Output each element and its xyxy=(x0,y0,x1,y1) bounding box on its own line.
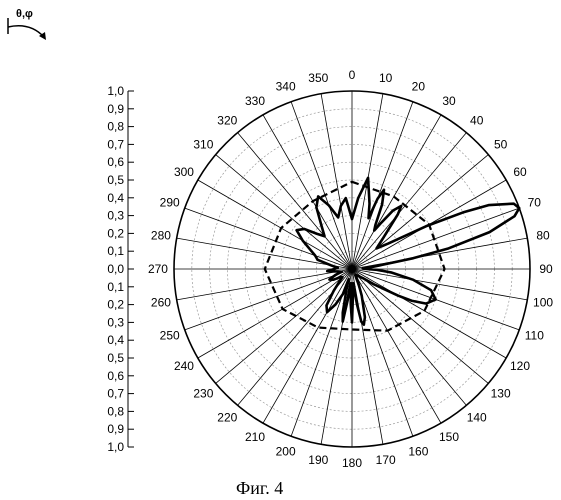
angle-tick-label: 160 xyxy=(408,444,428,458)
scale-tick-label: 0,8 xyxy=(107,404,124,418)
scale-tick-label: 0,5 xyxy=(107,351,124,365)
angle-tick-label: 0 xyxy=(349,68,356,82)
scale-tick-label: 0,6 xyxy=(107,369,124,383)
polar-grid xyxy=(174,91,530,447)
angle-tick-label: 170 xyxy=(376,453,396,467)
angle-tick-label: 230 xyxy=(193,387,213,401)
angle-tick-label: 220 xyxy=(217,411,237,425)
angle-tick-label: 80 xyxy=(536,228,550,242)
angle-tick-label: 310 xyxy=(193,137,213,151)
angle-tick-label: 140 xyxy=(467,411,487,425)
angle-tick-label: 250 xyxy=(160,328,180,342)
rotation-symbol-label: θ,φ xyxy=(16,8,33,20)
center-hub xyxy=(348,265,356,273)
rotation-symbol: θ,φ xyxy=(8,8,46,40)
scale-tick-label: 0,8 xyxy=(107,120,124,134)
angle-tick-label: 40 xyxy=(470,113,484,127)
angle-tick-label: 190 xyxy=(308,453,328,467)
scale-tick-label: 0,9 xyxy=(107,422,124,436)
angle-tick-label: 300 xyxy=(174,165,194,179)
angle-tick-label: 180 xyxy=(342,456,362,470)
angle-tick-label: 90 xyxy=(539,262,553,276)
angle-tick-label: 20 xyxy=(412,80,426,94)
angle-tick-label: 340 xyxy=(276,80,296,94)
scale-tick-label: 0,4 xyxy=(107,333,124,347)
scale-tick-label: 0,3 xyxy=(107,209,124,223)
angle-tick-label: 30 xyxy=(442,94,456,108)
radial-scale: 1,0 0,9 0,8 0,7 0,6 0,5 0,4 0,3 0,2 0,1 0,0 0,1 0,2 0… xyxy=(107,84,134,454)
pattern-curve-solid xyxy=(297,178,520,325)
scale-tick-label: 0,4 xyxy=(107,191,124,205)
angle-tick-label: 100 xyxy=(533,296,553,310)
angle-tick-label: 210 xyxy=(245,430,265,444)
angle-tick-label: 270 xyxy=(148,262,168,276)
scale-tick-label: 1,0 xyxy=(107,440,124,454)
scale-tick-label: 0,3 xyxy=(107,315,124,329)
angle-tick-label: 10 xyxy=(379,71,393,85)
scale-tick-label: 0,0 xyxy=(107,262,124,276)
angle-tick-label: 260 xyxy=(151,296,171,310)
angle-tick-label: 350 xyxy=(308,71,328,85)
scale-tick-label: 0,7 xyxy=(107,137,124,151)
angle-tick-label: 70 xyxy=(528,196,542,210)
scale-tick-label: 0,1 xyxy=(107,280,124,294)
angle-tick-label: 130 xyxy=(491,387,511,401)
scale-tick-label: 0,2 xyxy=(107,298,124,312)
angle-tick-label: 290 xyxy=(160,196,180,210)
angle-tick-label: 200 xyxy=(276,444,296,458)
scale-tick-label: 0,1 xyxy=(107,244,124,258)
scale-tick-label: 0,7 xyxy=(107,387,124,401)
figure-caption: Фиг. 4 xyxy=(236,478,283,498)
angle-tick-label: 50 xyxy=(494,137,508,151)
angle-tick-label: 150 xyxy=(439,430,459,444)
scale-tick-label: 0,6 xyxy=(107,155,124,169)
angle-tick-label: 280 xyxy=(151,228,171,242)
angle-tick-label: 60 xyxy=(513,165,527,179)
scale-tick-label: 0,9 xyxy=(107,102,124,116)
scale-tick-label: 0,5 xyxy=(107,173,124,187)
scale-tick-label: 0,2 xyxy=(107,226,124,240)
angle-tick-label: 320 xyxy=(217,113,237,127)
scale-tick-label: 1,0 xyxy=(107,84,124,98)
angle-tick-label: 240 xyxy=(174,359,194,373)
angle-tick-label: 120 xyxy=(510,359,530,373)
angle-tick-label: 110 xyxy=(525,328,544,342)
angle-tick-label: 330 xyxy=(245,94,265,108)
